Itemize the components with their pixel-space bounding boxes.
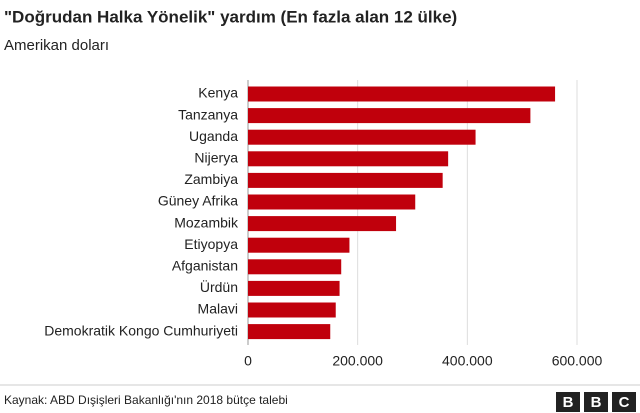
logo-box (612, 392, 636, 412)
source: Kaynak: ABD Dışişleri Bakanlığı'nın 2018… (4, 393, 288, 407)
bar (248, 216, 397, 232)
chart-title: "Doğrudan Halka Yönelik" yardım (En fazl… (4, 7, 457, 26)
y-tick-label: Nijerya (194, 150, 238, 166)
y-tick-label: Tanzanya (178, 106, 238, 122)
logo-letter: B (591, 394, 602, 411)
y-tick-label: Zambiya (184, 171, 238, 187)
y-tick-label: Uganda (189, 128, 238, 144)
bar (248, 108, 531, 124)
bar (248, 280, 340, 296)
bar (248, 172, 443, 188)
logo-box (556, 392, 580, 412)
y-tick-label: Etiyopya (184, 236, 238, 252)
x-tick-label: 200.000 (332, 353, 383, 369)
y-tick-label: Demokratik Kongo Cumhuriyeti (44, 322, 238, 338)
x-tick-label: 400.000 (442, 353, 493, 369)
logo-letter: C (619, 394, 630, 411)
y-tick-label: Ürdün (200, 278, 238, 295)
y-tick-label: Güney Afrika (158, 193, 238, 209)
logo-box (584, 392, 608, 412)
x-tick-label: 0 (244, 353, 252, 369)
bar (248, 194, 416, 210)
chart-subtitle: Amerikan doları (4, 37, 109, 54)
bar (248, 129, 476, 145)
bar (248, 259, 342, 275)
y-tick-label: Mozambik (174, 214, 239, 230)
y-tick-label: Kenya (198, 85, 238, 101)
bar (248, 237, 350, 253)
bar (248, 302, 336, 318)
bar (248, 86, 556, 102)
y-tick-label: Afganistan (172, 258, 238, 274)
logo-letter: B (563, 394, 574, 411)
y-tick-label: Malavi (198, 301, 238, 317)
bar (248, 324, 331, 340)
bar (248, 151, 449, 167)
x-tick-label: 600.000 (552, 353, 603, 369)
